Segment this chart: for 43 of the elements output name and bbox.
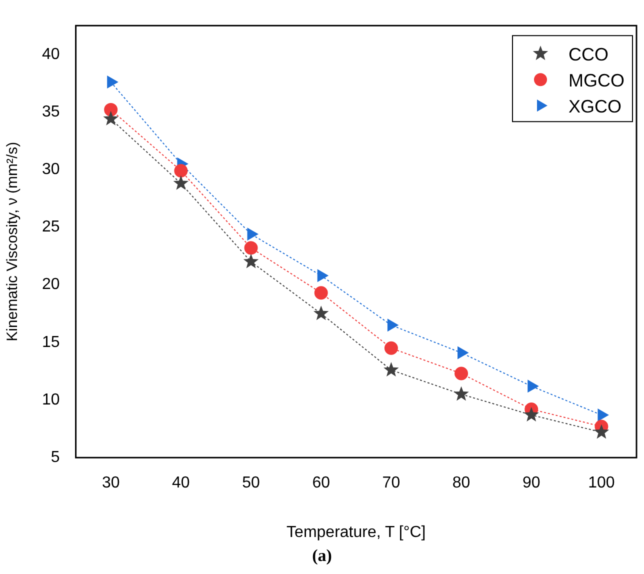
y-axis-title: Kinematic Viscosity, ν (mm²/s) [4,142,22,342]
point [313,306,329,320]
point [384,341,398,355]
x-axis-title: Temperature, T [°C] [286,524,426,541]
x-tick-label: 100 [588,474,615,492]
point [104,102,118,116]
point [387,319,398,332]
point [598,409,608,421]
point [458,346,468,359]
point [247,228,258,240]
point [384,362,399,377]
point [314,286,328,300]
y-tick-label: 10 [42,391,60,408]
y-tick-label: 15 [42,334,60,351]
y-tick-label: 25 [42,218,60,236]
legend-label: XGCO [568,96,622,117]
point [524,406,539,422]
point [244,241,258,255]
point [317,270,328,282]
y-tick-label: 30 [42,161,60,178]
x-tick-label: 60 [312,474,330,492]
point [243,254,259,268]
x-tick-label: 30 [102,474,120,492]
legend-label: MGCO [568,70,624,91]
point [173,175,189,190]
point [107,76,118,88]
point [103,110,118,126]
point [174,164,188,178]
point [528,380,538,392]
x-tick-label: 40 [172,474,190,492]
point [454,386,469,401]
x-tick-label: 80 [452,474,470,492]
text: (a) [311,546,333,566]
x-tick-label: 90 [522,474,540,492]
y-tick-label: 40 [42,46,60,63]
y-tick-label: 20 [42,276,60,294]
y-tick-label: 5 [50,449,60,466]
y-tick-label: 35 [42,103,60,120]
legend-label: CCO [568,44,608,65]
x-tick-label: 50 [242,474,260,492]
x-tick-label: 70 [382,474,400,492]
point [594,424,610,439]
point [454,366,468,380]
